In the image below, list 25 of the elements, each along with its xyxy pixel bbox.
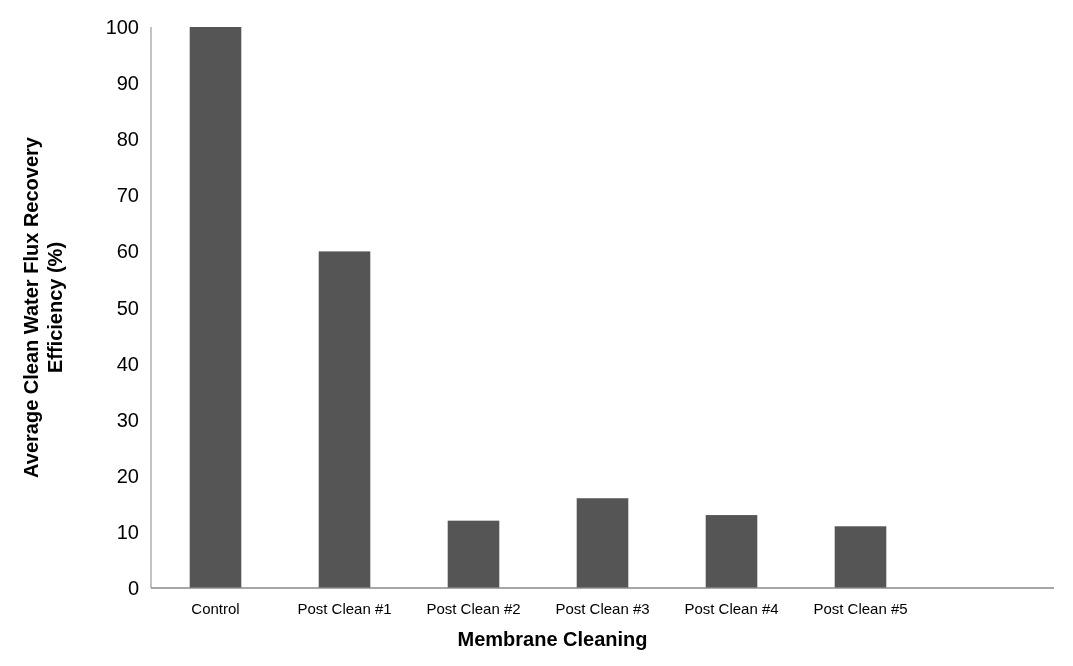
- y-tick-label: 80: [116, 128, 139, 151]
- x-axis-title: Membrane Cleaning: [457, 628, 648, 650]
- y-tick-label: 100: [105, 16, 139, 38]
- bar: [189, 27, 242, 588]
- x-tick-label: Post Clean #5: [813, 600, 908, 617]
- x-tick-label: Control: [191, 600, 240, 617]
- y-tick-label: 0: [127, 577, 139, 599]
- y-tick-label: 20: [116, 464, 139, 487]
- bar: [705, 515, 758, 588]
- bar: [576, 498, 629, 588]
- bar: [447, 520, 500, 588]
- bar: [318, 251, 371, 588]
- y-axis-title: Average Clean Water Flux Recovery Efficiency (%): [20, 136, 66, 478]
- y-tick-label: 30: [116, 408, 139, 431]
- bar: [834, 526, 887, 588]
- x-tick-label: Post Clean #1: [297, 600, 392, 617]
- x-tick-label: Post Clean #2: [426, 600, 521, 617]
- x-tick-label: Post Clean #4: [684, 600, 779, 617]
- y-tick-label: 70: [116, 184, 139, 207]
- y-tick-label: 90: [116, 72, 139, 95]
- y-tick-label: 40: [116, 352, 139, 375]
- y-tick-label: 10: [116, 520, 139, 543]
- x-tick-label: Post Clean #3: [555, 600, 650, 617]
- y-tick-label: 50: [116, 296, 139, 319]
- y-tick-label: 60: [116, 240, 139, 263]
